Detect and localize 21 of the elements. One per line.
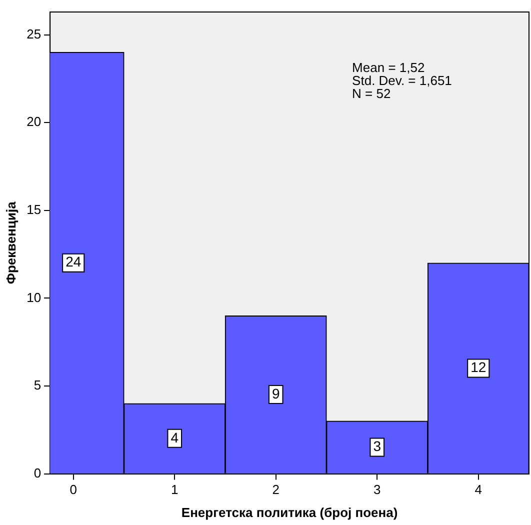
y-tick-label: 25 (26, 26, 42, 42)
x-tick-label: 3 (374, 482, 381, 498)
annotation: N = 52 (352, 86, 391, 102)
y-tick-label: 10 (26, 290, 42, 305)
annotation: Std. Dev. = 1,651 (352, 73, 452, 88)
annotation: Mean = 1,52 (352, 60, 425, 76)
x-tick-label: 1 (170, 482, 178, 498)
data-label: 3 (373, 438, 382, 454)
data-label: 4 (170, 429, 179, 446)
y-tick-label: 20 (26, 114, 42, 130)
data-label: 12 (470, 359, 486, 376)
y-axis-title: Фреквенција (3, 200, 18, 284)
y-tick-label: 5 (34, 378, 42, 393)
x-tick-label: 4 (474, 482, 482, 498)
x-tick-label: 2 (272, 482, 280, 498)
y-tick-label: 0 (34, 465, 42, 480)
x-axis-title: Енергетска политика (број поена) (181, 504, 398, 520)
x-tick-label: 0 (70, 482, 77, 498)
y-tick-label: 15 (26, 202, 42, 217)
data-label: 9 (272, 385, 280, 402)
data-label: 24 (66, 254, 82, 270)
